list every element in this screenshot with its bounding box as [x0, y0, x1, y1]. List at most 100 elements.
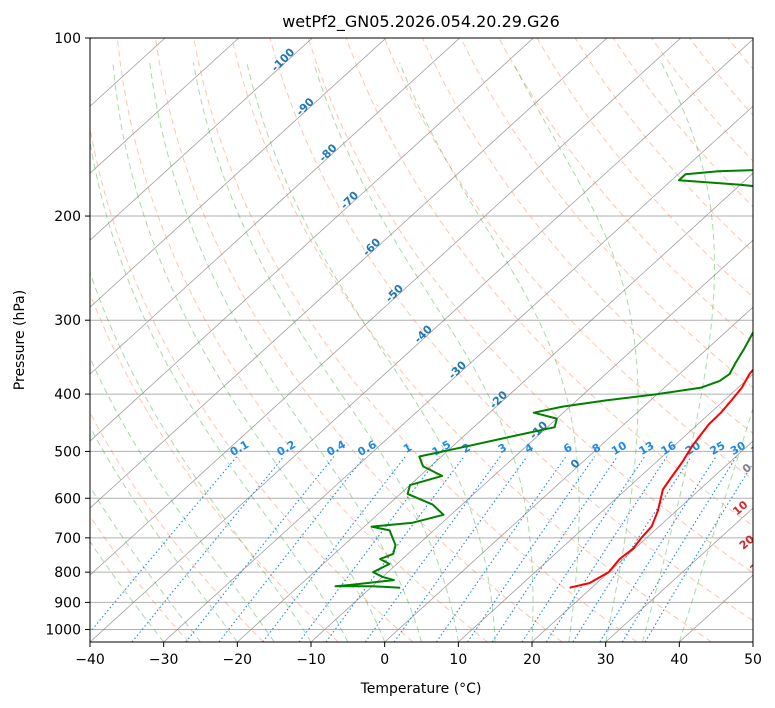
mixing-ratio-line — [218, 456, 366, 642]
moist-adiabat-line — [90, 425, 238, 642]
isotherm-line — [531, 440, 753, 642]
line-labels: 0.1 0.2 0.4 0.6 1 1.5 2 3 4 6 8 10 13 16 20 25 30 36-100-… — [228, 45, 775, 604]
x-tick-label: 10 — [449, 652, 467, 668]
y-tick-label: 200 — [54, 209, 81, 225]
dry-adiabat-line — [154, 38, 563, 642]
y-tick-label: 400 — [54, 387, 81, 403]
moist-adiabat-line — [149, 62, 422, 642]
moist-adiabat-line — [399, 62, 580, 642]
moist-adiabat-line — [246, 62, 496, 642]
isotherm-line — [310, 239, 753, 642]
mixing-ratio-label: 0.1 — [228, 438, 251, 459]
mixing-ratio-line — [185, 456, 335, 642]
dry-adiabat-line — [90, 411, 264, 642]
mixing-ratio-label: 0.6 — [355, 438, 379, 459]
moist-adiabat-line — [112, 62, 386, 642]
isotherm-line — [752, 641, 753, 642]
isotherm-line — [90, 38, 608, 509]
isotherm-label: -40 — [412, 322, 435, 345]
mixing-ratio-label: 25 — [708, 439, 728, 458]
isotherm-line — [90, 38, 313, 241]
y-tick-label: 600 — [54, 491, 81, 507]
moist-adiabat-line — [192, 62, 459, 642]
isotherm-line — [90, 38, 387, 308]
moist-adiabat-line — [678, 406, 753, 642]
mixing-ratio-line — [364, 456, 501, 642]
mixing-ratio-line — [545, 456, 668, 642]
moist-adiabat-line — [90, 356, 275, 642]
mixing-ratio-line — [325, 456, 465, 642]
profile-lines — [334, 169, 753, 589]
isotherm-line — [237, 172, 753, 642]
moist-adiabat-line — [90, 138, 349, 642]
isotherm-line — [163, 105, 753, 642]
x-tick-label: −10 — [296, 652, 326, 668]
mixing-ratio-label: 36 — [749, 439, 769, 458]
y-tick-label: 100 — [54, 31, 81, 47]
dry-adiabat-line — [116, 38, 488, 642]
x-tick-label: 20 — [523, 652, 541, 668]
y-tick-label: 1000 — [45, 622, 81, 638]
mixing-ratio-line — [572, 456, 692, 642]
background-lines — [90, 38, 775, 642]
dry-adiabat-line — [727, 38, 753, 70]
moist-adiabat-line — [90, 270, 312, 642]
mixing-ratio-label: 0.4 — [325, 438, 349, 459]
isotherm-label: -50 — [383, 282, 406, 305]
dry-adiabat-line — [90, 515, 190, 642]
moist-adiabat-line — [90, 485, 201, 642]
isotherm-line — [90, 38, 753, 642]
dry-adiabat-line — [689, 38, 753, 116]
isotherm-line — [384, 306, 753, 642]
y-tick-label: 800 — [54, 565, 81, 581]
dewpoint-line — [334, 169, 753, 589]
x-tick-label: 0 — [380, 652, 389, 668]
dry-adiabat-line — [498, 38, 753, 343]
mixing-ratio-label: 13 — [637, 439, 657, 458]
mixing-ratio-line — [90, 456, 238, 634]
mixing-ratio-line — [599, 456, 717, 642]
mixing-ratio-line — [467, 456, 596, 642]
mixing-ratio-label: 10 — [609, 439, 629, 458]
axis-ticks: −40 −30 −20 −10 0 10 20 30 40 5010020030040050060… — [45, 31, 762, 668]
adiabat-label: 10 — [730, 498, 750, 518]
mixing-ratio-label: 4 — [522, 441, 535, 456]
dry-adiabat-line — [231, 38, 712, 642]
plot-frame — [89, 37, 754, 643]
mixing-ratio-line — [393, 456, 528, 642]
moist-adiabat-line — [512, 62, 639, 642]
isotherm-label: -60 — [360, 235, 383, 258]
dry-adiabat-line — [193, 38, 638, 642]
y-tick-label: 500 — [54, 444, 81, 460]
x-axis-label: Temperature (°C) — [360, 681, 482, 697]
isotherm-line — [605, 507, 753, 642]
mixing-ratio-line — [491, 456, 618, 642]
y-tick-label: 700 — [54, 531, 81, 547]
isotherm-label: -80 — [316, 141, 339, 164]
isotherm-line — [458, 373, 753, 642]
moist-adiabat-line — [90, 540, 165, 642]
mixing-ratio-label: 1.5 — [430, 438, 453, 459]
temperature-line — [569, 368, 753, 589]
x-tick-label: −20 — [223, 652, 253, 668]
mixing-ratio-line — [521, 456, 646, 642]
y-axis-label: Pressure (hPa) — [12, 290, 28, 390]
dry-adiabat-line — [766, 38, 775, 642]
isotherm-label: -90 — [294, 95, 317, 118]
isotherm-line — [90, 38, 240, 174]
dry-adiabat-line — [307, 38, 753, 574]
mixing-ratio-line — [644, 462, 753, 642]
mixing-ratio-label: 30 — [728, 439, 748, 458]
mixing-ratio-line — [621, 456, 737, 642]
moist-adiabat-line — [313, 62, 534, 642]
isotherm-label: -20 — [487, 388, 510, 411]
x-tick-label: −30 — [149, 652, 179, 668]
isotherm-label: -70 — [338, 189, 361, 212]
dry-adiabat-line — [269, 38, 753, 622]
dry-adiabat-line — [90, 125, 414, 642]
adiabat-label: 40 — [769, 584, 775, 604]
isotherm-label: -30 — [446, 358, 469, 381]
mixing-ratio-label: 3 — [496, 441, 509, 456]
zero-marker-label: 0 — [740, 461, 754, 476]
